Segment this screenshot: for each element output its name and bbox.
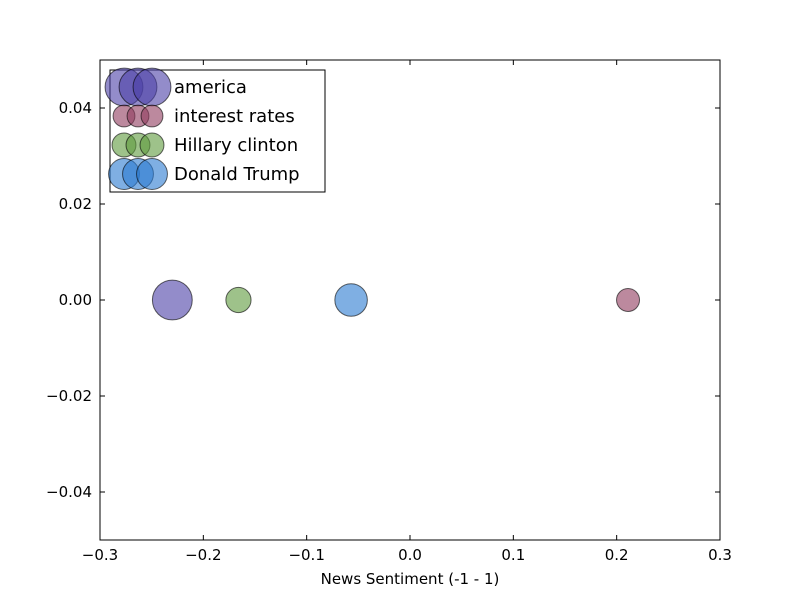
data-point-interest-rates: [616, 288, 641, 312]
data-point-hillary-clinton: [225, 286, 252, 314]
legend-marker: [132, 67, 172, 107]
y-tick-label: −0.04: [46, 483, 92, 501]
legend-marker: [136, 158, 168, 190]
y-tick-label: −0.02: [46, 387, 92, 405]
y-tick-label: 0.02: [59, 195, 92, 213]
x-tick-label: 0.3: [708, 546, 732, 564]
x-tick-label: −0.3: [82, 546, 118, 564]
legend-label: interest rates: [174, 106, 295, 127]
legend-marker: [139, 132, 165, 158]
legend: america interest rates Hillary clinton Dona…: [104, 67, 326, 193]
data-point-donald-trump: [334, 283, 368, 317]
legend-marker: [140, 104, 164, 128]
x-tick-label: 0.2: [605, 546, 629, 564]
legend-label: Hillary clinton: [174, 135, 298, 156]
legend-label: america: [174, 77, 247, 98]
x-tick-label: 0.0: [398, 546, 422, 564]
x-tick-label: 0.1: [501, 546, 525, 564]
x-tick-label: −0.2: [185, 546, 221, 564]
x-tick-label: −0.1: [288, 546, 324, 564]
x-axis-title: News Sentiment (-1 - 1): [321, 570, 500, 588]
legend-label: Donald Trump: [174, 164, 300, 185]
y-tick-label: 0.04: [59, 99, 92, 117]
y-tick-label: 0.00: [59, 291, 92, 309]
data-point-america: [151, 279, 193, 321]
